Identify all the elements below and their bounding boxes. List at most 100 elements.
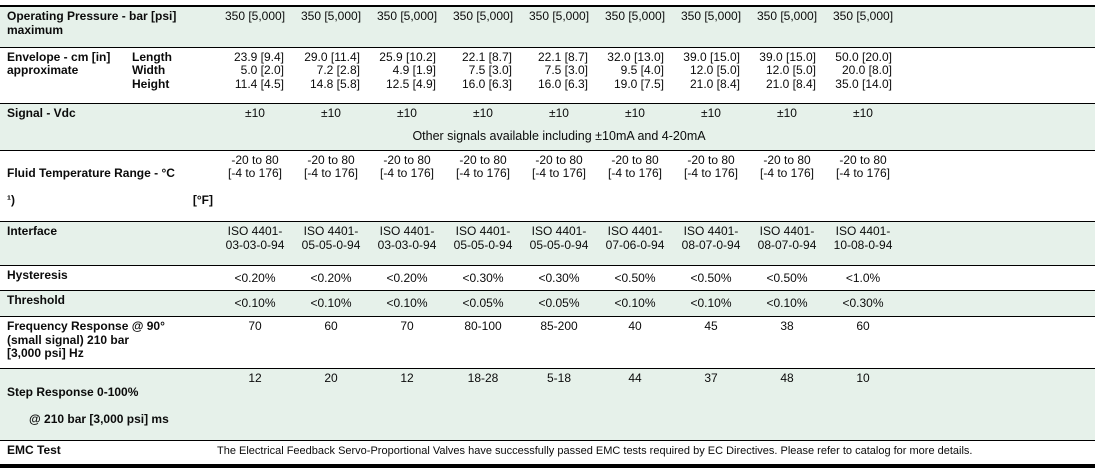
value-cell: 29.0 [11.4] 7.2 [2.8] 14.8 [5.8] <box>293 46 370 103</box>
filler-cell <box>901 102 1095 128</box>
step-response-label: Step Response 0-100% <box>7 384 139 399</box>
value-cell: 38 <box>749 316 826 369</box>
value-cell: -20 to 80 [-4 to 176] <box>445 149 522 222</box>
value-cell: <0.10% <box>369 290 446 317</box>
value-cell: <0.10% <box>673 290 750 317</box>
row-operating-pressure: Operating Pressure - bar [psi] maximum 3… <box>0 5 1095 47</box>
row-label-hysteresis: Hysteresis <box>0 265 218 291</box>
value-cell: 85-200 <box>521 316 598 369</box>
value-cell: 39.0 [15.0] 12.0 [5.0] 21.0 [8.4] <box>673 46 750 103</box>
value-cell: ISO 4401- 03-03-0-94 <box>217 221 294 266</box>
value-cell: 40 <box>597 316 674 369</box>
value-cell: ISO 4401- 05-05-0-94 <box>521 221 598 266</box>
value-cell: ISO 4401- 07-06-0-94 <box>597 221 674 266</box>
value-cell: ISO 4401- 08-07-0-94 <box>673 221 750 266</box>
value-cell: <0.50% <box>597 265 674 291</box>
envelope-dimension-labels: Length Width Height <box>132 46 218 103</box>
value-cell: ISO 4401- 10-08-0-94 <box>825 221 902 266</box>
value-cell: <0.30% <box>445 265 522 291</box>
value-cell: 37 <box>673 368 750 440</box>
value-cell: 39.0 [15.0] 12.0 [5.0] 21.0 [8.4] <box>749 46 826 103</box>
value-cell: 18-28 <box>445 368 522 440</box>
value-cell: 20 <box>293 368 370 440</box>
value-cell: <0.20% <box>293 265 370 291</box>
row-label-threshold: Threshold <box>0 290 218 317</box>
value-cell: ISO 4401- 05-05-0-94 <box>445 221 522 266</box>
row-step-response: Step Response 0-100% @ 210 bar [3,000 ps… <box>0 368 1095 440</box>
value-cell: 5-18 <box>521 368 598 440</box>
value-cell: <0.30% <box>825 290 902 317</box>
value-cell: -20 to 80 [-4 to 176] <box>521 149 598 222</box>
value-cell: -20 to 80 [-4 to 176] <box>673 149 750 222</box>
value-cell: 70 <box>217 316 294 369</box>
value-cell: <1.0% <box>825 265 902 291</box>
value-cell: 350 [5,000] <box>521 5 598 47</box>
value-cell: ±10 <box>217 102 294 128</box>
value-cell: -20 to 80 [-4 to 176] <box>825 149 902 222</box>
value-cell: 350 [5,000] <box>825 5 902 47</box>
value-cell: 70 <box>369 316 446 369</box>
row-label-fluid-temperature: Fluid Temperature Range - °C ¹) [°F] <box>0 149 218 222</box>
value-cell: ±10 <box>521 102 598 128</box>
value-cell: 350 [5,000] <box>217 5 294 47</box>
value-cell: 350 [5,000] <box>597 5 674 47</box>
value-cell: ±10 <box>445 102 522 128</box>
value-cell: 350 [5,000] <box>673 5 750 47</box>
fahrenheit-unit-label: [°F] <box>192 193 214 207</box>
signal-note: Other signals available including ±10mA … <box>217 128 902 150</box>
row-fluid-temperature: Fluid Temperature Range - °C ¹) [°F] -20… <box>0 149 1095 222</box>
row-label-step-response: Step Response 0-100% @ 210 bar [3,000 ps… <box>0 368 218 440</box>
value-cell: 10 <box>825 368 902 440</box>
row-label-emc-test: EMC Test <box>0 439 218 466</box>
footnote-marker: ¹) <box>7 193 15 207</box>
value-cell: 22.1 [8.7] 7.5 [3.0] 16.0 [6.3] <box>445 46 522 103</box>
value-cell: 12 <box>217 368 294 440</box>
row-threshold: Threshold <0.10% <0.10% <0.10% <0.05% <0.05%… <box>0 290 1095 317</box>
value-cell: 350 [5,000] <box>293 5 370 47</box>
value-cell: 60 <box>293 316 370 369</box>
value-cell: <0.10% <box>597 290 674 317</box>
value-cell: 12 <box>369 368 446 440</box>
row-interface: Interface ISO 4401- 03-03-0-94 ISO 4401- … <box>0 221 1095 266</box>
value-cell: <0.20% <box>217 265 294 291</box>
filler-cell <box>901 290 1095 317</box>
value-cell: ±10 <box>673 102 750 128</box>
row-hysteresis: Hysteresis <0.20% <0.20% <0.20% <0.30% <0.30… <box>0 265 1095 291</box>
filler-cell <box>901 265 1095 291</box>
row-label-frequency-response: Frequency Response @ 90° (small signal) … <box>0 316 218 369</box>
filler-cell <box>901 149 1095 222</box>
value-cell: ±10 <box>597 102 674 128</box>
filler-cell <box>901 128 1095 150</box>
value-cell: 32.0 [13.0] 9.5 [4.0] 19.0 [7.5] <box>597 46 674 103</box>
empty-cell <box>0 128 218 150</box>
value-cell: -20 to 80 [-4 to 176] <box>369 149 446 222</box>
value-cell: 45 <box>673 316 750 369</box>
spec-table: Operating Pressure - bar [psi] maximum 3… <box>0 5 1095 468</box>
value-cell: <0.30% <box>521 265 598 291</box>
value-cell: 48 <box>749 368 826 440</box>
emc-test-note: The Electrical Feedback Servo-Proportion… <box>217 439 1095 466</box>
value-cell: ±10 <box>749 102 826 128</box>
value-cell: ISO 4401- 08-07-0-94 <box>749 221 826 266</box>
value-cell: 22.1 [8.7] 7.5 [3.0] 16.0 [6.3] <box>521 46 598 103</box>
filler-cell <box>901 46 1095 103</box>
value-cell: 350 [5,000] <box>369 5 446 47</box>
filler-cell <box>901 5 1095 47</box>
row-label-operating-pressure: Operating Pressure - bar [psi] maximum <box>0 5 218 47</box>
value-cell: 80-100 <box>445 316 522 369</box>
row-label-envelope: Envelope - cm [in] approximate <box>0 46 132 103</box>
row-label-signal: Signal - Vdc <box>0 102 218 128</box>
step-response-label-line2: @ 210 bar [3,000 psi] ms <box>29 411 169 426</box>
value-cell: ISO 4401- 05-05-0-94 <box>293 221 370 266</box>
value-cell: -20 to 80 [-4 to 176] <box>749 149 826 222</box>
row-signal-note: Other signals available including ±10mA … <box>0 128 1095 150</box>
value-cell: -20 to 80 [-4 to 176] <box>217 149 294 222</box>
filler-cell <box>901 316 1095 369</box>
value-cell: ±10 <box>825 102 902 128</box>
value-cell: <0.05% <box>521 290 598 317</box>
value-cell: 350 [5,000] <box>445 5 522 47</box>
value-cell: <0.05% <box>445 290 522 317</box>
value-cell: -20 to 80 [-4 to 176] <box>293 149 370 222</box>
value-cell: ±10 <box>369 102 446 128</box>
row-label-interface: Interface <box>0 221 218 266</box>
